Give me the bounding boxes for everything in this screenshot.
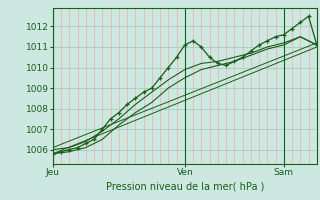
X-axis label: Pression niveau de la mer( hPa ): Pression niveau de la mer( hPa ) xyxy=(106,181,264,191)
